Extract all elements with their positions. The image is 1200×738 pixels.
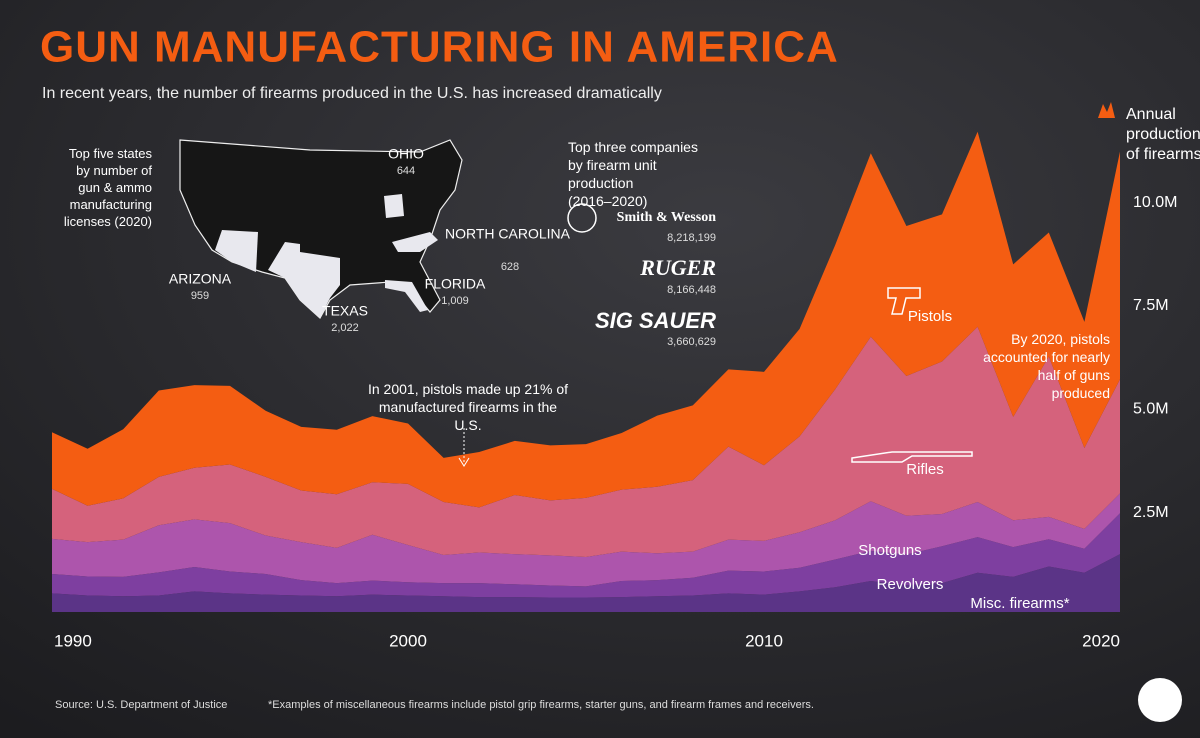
series-label: Revolvers (877, 576, 944, 593)
state-florida (385, 280, 428, 312)
series-label: Pistols (908, 308, 952, 325)
y-axis-label: Annual production of firearms (1126, 106, 1200, 163)
series-label: Shotguns (858, 542, 921, 559)
state-value: 2,022 (331, 322, 359, 334)
x-tick-label: 1990 (54, 631, 92, 650)
state-name: NORTH CAROLINA (445, 226, 571, 242)
series-label: Rifles (906, 461, 944, 478)
footnote: *Examples of miscellaneous firearms incl… (268, 699, 814, 711)
y-tick-label: 2.5M (1133, 504, 1169, 521)
company-value: 8,218,199 (667, 232, 716, 244)
x-tick-label: 2000 (389, 631, 427, 650)
company-value: 8,166,448 (667, 284, 716, 296)
y-tick-label: 7.5M (1133, 297, 1169, 314)
area-0 (52, 554, 1120, 612)
area-1 (52, 513, 1120, 598)
pistol-icon (887, 287, 921, 315)
state-value: 959 (191, 290, 209, 302)
title: GUN MANUFACTURING IN AMERICA (40, 23, 839, 72)
y-axis-icon (1098, 102, 1115, 118)
annotation: By 2020, pistols accounted for nearly half… (983, 331, 1110, 401)
state-arizona (215, 230, 258, 272)
state-name: ARIZONA (169, 271, 232, 287)
state-value: 1,009 (441, 295, 469, 307)
map-title: Top five states by number of gun & ammo man… (64, 146, 153, 229)
company-value: 3,660,629 (667, 336, 716, 348)
state-texas (268, 242, 340, 318)
area-3 (52, 326, 1120, 558)
arrow-head (458, 457, 470, 467)
x-tick-label: 2020 (1082, 631, 1120, 650)
company-name: RUGER (639, 255, 716, 280)
state-name: FLORIDA (425, 276, 486, 292)
x-tick-label: 2010 (745, 631, 783, 650)
y-tick-label: 10.0M (1133, 194, 1177, 211)
state-value: 628 (501, 261, 519, 273)
company-logo (567, 203, 597, 233)
state-value: 644 (397, 165, 415, 177)
annotation: In 2001, pistols made up 21% of manufactu… (368, 381, 568, 433)
state-name: TEXAS (322, 303, 368, 319)
company-name: Smith & Wesson (617, 210, 717, 225)
us-map (179, 139, 463, 319)
y-tick-label: 5.0M (1133, 401, 1169, 418)
area-4 (52, 131, 1120, 508)
companies-title: Top three companies by firearm unit produc… (568, 139, 698, 209)
state-ohio (384, 194, 404, 218)
state-north-carolina (392, 232, 438, 252)
source: Source: U.S. Department of Justice (55, 699, 227, 711)
state-name: OHIO (388, 146, 424, 162)
logo (1138, 678, 1182, 722)
company-name: SIG SAUER (595, 308, 716, 333)
rifle-icon (851, 451, 973, 463)
subtitle: In recent years, the number of firearms … (42, 85, 662, 102)
series-label: Misc. firearms* (970, 595, 1069, 612)
area-2 (52, 493, 1120, 587)
